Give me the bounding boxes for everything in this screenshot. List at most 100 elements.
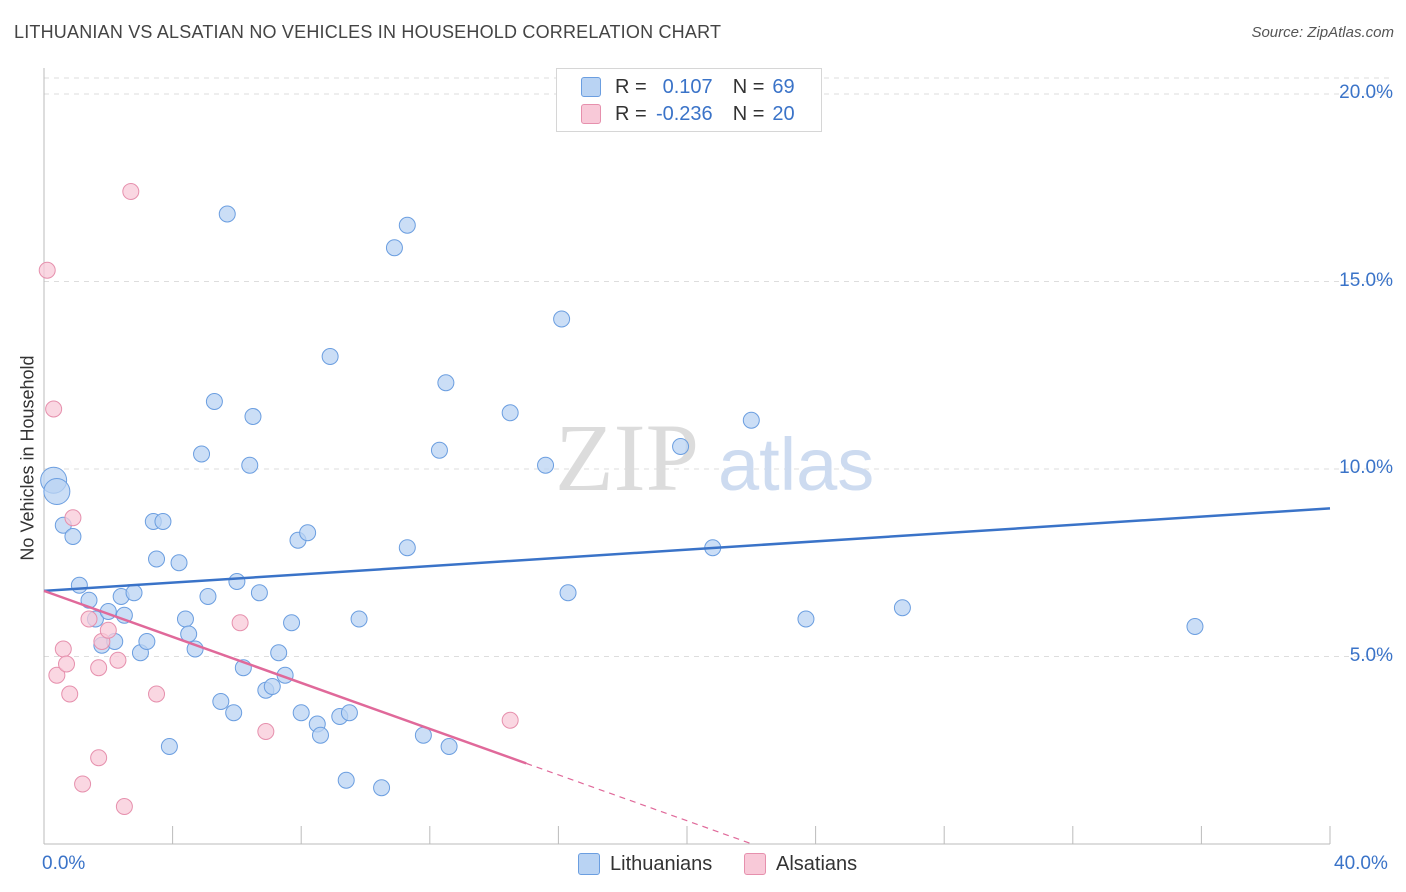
alsatian-point <box>90 749 108 767</box>
chart-title: LITHUANIAN VS ALSATIAN NO VEHICLES IN HO… <box>14 22 722 42</box>
alsatian-trend-extension <box>526 762 753 845</box>
alsatian-point <box>90 659 108 677</box>
alsatian-point <box>58 655 76 673</box>
watermark-atlas: atlas <box>718 423 874 506</box>
series-label: Alsatians <box>776 852 858 875</box>
series-legend-alsatians: Alsatians <box>744 850 857 878</box>
lithuanian-point <box>170 554 188 572</box>
lithuanian-point <box>138 633 156 650</box>
lithuanian-point <box>64 528 82 545</box>
x-tick-label-min: 0.0% <box>42 853 86 874</box>
alsatian-point <box>257 723 275 740</box>
lithuanian-point <box>263 678 281 695</box>
lithuanian-point <box>321 348 339 365</box>
legend-r-value: 0.107 <box>662 75 713 98</box>
lithuanian-point <box>893 599 911 617</box>
legend-n-value: 20 <box>772 102 795 125</box>
lithuanian-point <box>125 584 143 602</box>
lithuanian-point <box>212 693 230 710</box>
legend-swatch-pink <box>581 104 601 124</box>
y-tick-label: 15.0% <box>1339 269 1393 291</box>
x-tick-label-max: 40.0% <box>1334 853 1388 874</box>
watermark-zip: ZIP <box>555 404 699 511</box>
series-label: Lithuanians <box>610 852 713 875</box>
alsatian-point <box>122 183 140 200</box>
lithuanian-point <box>559 584 577 602</box>
lithuanian-point <box>340 704 358 722</box>
alsatian-point <box>99 621 117 639</box>
lithuanian-point <box>176 610 194 628</box>
lithuanian-point <box>437 374 455 392</box>
alsatian-point <box>74 775 92 793</box>
lithuanian-point <box>398 216 416 234</box>
y-tick-label: 5.0% <box>1349 644 1393 666</box>
lithuanian-point <box>373 779 391 797</box>
legend-n-label: N = <box>732 102 765 125</box>
legend-r-label: R = <box>615 75 647 98</box>
y-axis-title: No Vehicles in Household <box>17 355 38 561</box>
lithuanian-point <box>501 404 519 422</box>
legend-n-value: 69 <box>772 75 795 98</box>
lithuanian-point <box>292 704 310 722</box>
lithuanian-point <box>337 771 355 789</box>
legend-n-label: N = <box>732 75 765 98</box>
lithuanian-point <box>250 584 268 602</box>
lithuanian-point <box>553 310 571 328</box>
alsatian-point <box>48 666 66 684</box>
alsatian-point <box>109 651 127 669</box>
alsatian-point <box>45 400 63 418</box>
alsatian-point <box>64 509 82 527</box>
lithuanian-point <box>1186 618 1204 635</box>
alsatian-point <box>148 685 166 703</box>
alsatian-point <box>61 685 79 703</box>
lithuanian-point <box>241 456 259 474</box>
alsatian-point <box>115 798 133 815</box>
lithuanian-point <box>199 588 217 605</box>
lithuanian-point <box>398 539 416 557</box>
lithuanian-point <box>154 513 172 530</box>
y-tick-label: 10.0% <box>1339 457 1393 478</box>
lithuanian-point <box>244 408 262 425</box>
lithuanian-point <box>537 456 555 474</box>
lithuanian-point <box>270 644 288 662</box>
series-legend-lithuanians: Lithuanians <box>578 850 712 878</box>
lithuanian-point <box>225 704 243 722</box>
lithuanian-point <box>797 610 815 628</box>
legend-row-lithuanians: R = 0.107 N = 69 <box>581 74 795 100</box>
alsatian-point <box>54 640 72 658</box>
lithuanian-point <box>160 738 178 755</box>
legend-r-value: -0.236 <box>655 102 713 125</box>
lithuanian-point <box>742 411 760 429</box>
alsatian-point <box>38 261 56 279</box>
lithuanian-point <box>440 738 458 755</box>
alsatian-point <box>231 614 249 632</box>
lithuanian-point <box>350 610 368 628</box>
watermark: ZIP atlas <box>555 404 874 511</box>
series-swatch-blue <box>578 853 600 875</box>
y-tick-label: 20.0% <box>1339 82 1393 103</box>
lithuanian-point <box>43 478 71 505</box>
lithuanian-point <box>299 524 317 542</box>
alsatian-trend-line <box>43 589 527 765</box>
source-credit: Source: ZipAtlas.com <box>1251 24 1394 41</box>
lithuanian-point <box>70 576 88 594</box>
lithuanian-point <box>385 239 403 257</box>
lithuanian-point <box>672 438 690 455</box>
lithuanian-point <box>148 550 166 568</box>
alsatian-point <box>80 610 98 628</box>
lithuanian-point <box>283 614 301 632</box>
lithuanian-point <box>228 573 246 590</box>
correlation-legend: R = 0.107 N = 69 R = -0.236 N = 20 <box>556 68 822 132</box>
legend-row-alsatians: R = -0.236 N = 20 <box>581 101 795 127</box>
lithuanian-point <box>193 445 211 463</box>
lithuanian-point <box>205 393 223 410</box>
lithuanian-point <box>218 205 236 223</box>
legend-swatch-blue <box>581 77 601 97</box>
lithuanian-trend-line <box>43 507 1331 593</box>
lithuanian-point <box>430 441 448 459</box>
lithuanian-point <box>311 726 329 744</box>
series-swatch-pink <box>744 853 766 875</box>
legend-r-label: R = <box>615 102 647 125</box>
alsatian-point <box>501 711 519 729</box>
